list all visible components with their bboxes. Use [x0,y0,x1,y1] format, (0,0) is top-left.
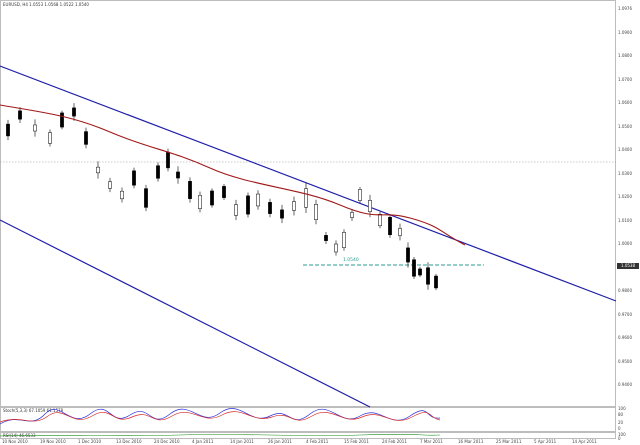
candle-body [18,110,22,120]
candle-body [166,151,170,169]
price-tick: 1.0200 [618,194,632,199]
candle-body [256,193,260,207]
candle-body [350,212,354,218]
candle-body [132,170,136,186]
time-tick: 16 Mar 2011 [458,439,484,444]
time-tick: 10 Nov 2010 [2,439,28,444]
candle-body [144,188,148,208]
chart-header: EURUSD, H4 1.0553 1.0568 1.0522 1.0540 [3,2,89,7]
candle-body [324,235,328,241]
candle-body [120,190,124,200]
candle-body [292,201,296,211]
candle-body [96,166,100,174]
price-tick: 1.0300 [618,170,632,176]
candle-body [314,204,318,220]
rsi-tick-0: 0 [618,436,621,441]
time-tick: 24 Dec 2010 [154,439,180,444]
candle-body [426,267,430,285]
price-tick: 1.0600 [618,100,632,105]
price-tick: 1.0700 [618,76,632,82]
stoch-tick-100: 100 [618,406,626,411]
candle-body [334,243,338,253]
price-axis[interactable]: 1.0976 1.0900 1.0800 1.0700 1.0600 1.0500 1.04… [616,0,640,407]
candle-body [398,228,402,236]
price-tick: 1.0000 [618,241,632,246]
stoch-tick-0: 0 [618,426,621,431]
time-tick: 4 Jan 2011 [192,439,214,444]
stoch-tick-80: 80 [618,412,624,417]
channel-lower-line [0,219,371,408]
candle-body [176,171,180,179]
candle-body [268,202,272,214]
time-tick: 4 Feb 2011 [306,439,329,444]
candle-body [406,247,410,263]
stochastic-pane[interactable]: Stoch(5,3,3) 67.1059 61.1578 [0,407,616,432]
candle-body [234,204,238,216]
channel-upper-line [0,65,617,302]
candle-body [388,216,392,236]
time-tick: 7 Mar 2011 [420,439,443,444]
price-tick: 0.9800 [618,288,632,293]
current-price-badge: 1.0538 [617,263,639,269]
candle-body [418,268,422,276]
price-tick: 1.0800 [618,53,632,58]
candle-body [198,195,202,209]
candle-body [84,131,88,145]
stoch-tick-20: 20 [618,420,624,425]
candle-body [222,186,226,198]
time-tick: 14 Jan 2011 [230,439,254,444]
candle-body [72,107,76,117]
candle-body [434,275,438,289]
price-tick: 0.9600 [618,335,632,340]
candle-body [412,259,416,277]
time-tick: 25 Mar 2011 [496,439,522,444]
candle-body [60,112,64,128]
stochastic-header: Stoch(5,3,3) 67.1059 61.1578 [3,408,64,413]
candle-body [210,190,214,206]
price-chart-pane[interactable]: EURUSD, H4 1.0553 1.0568 1.0522 1.0540 [0,0,616,407]
candle-body [280,209,284,219]
candle-body [6,123,10,137]
time-tick: 14 Apr 2011 [572,439,597,444]
price-tick: 1.0976 [618,6,632,11]
indicator-axis: 100 80 20 0 100 0 [616,406,640,441]
time-tick: 1 Dec 2010 [78,439,102,444]
candle-body [378,213,382,227]
rsi-tick-100: 100 [618,432,626,437]
price-tick: 1.0100 [618,217,632,223]
price-tick: 1.0500 [618,123,632,129]
price-tick: 1.0900 [618,29,632,35]
candle-body [33,124,37,132]
time-tick: 24 Feb 2011 [382,439,407,444]
price-tick: 0.9500 [618,358,632,364]
price-tick: 0.9400 [618,382,632,387]
candle-body [358,189,362,201]
time-tick: 13 Dec 2010 [116,439,142,444]
time-tick: 19 Nov 2010 [40,439,66,444]
candle-body [156,165,160,179]
candle-body [246,195,250,215]
stochastic-signal-line [0,411,441,423]
price-tick: 0.9700 [618,311,632,317]
price-tick: 1.0400 [618,147,632,152]
time-tick: 15 Feb 2011 [344,439,369,444]
candle-body [108,181,112,189]
time-tick: 26 Jan 2011 [268,439,292,444]
time-tick: 5 Apr 2011 [534,439,557,444]
moving-average-line [0,104,466,246]
level-label: 1.0540 [343,258,359,263]
candle-body [48,132,52,144]
candle-body [188,181,192,199]
candle-body [342,232,346,248]
candle-body [304,188,308,208]
rsi-line [0,434,441,437]
candle-body [368,200,372,212]
